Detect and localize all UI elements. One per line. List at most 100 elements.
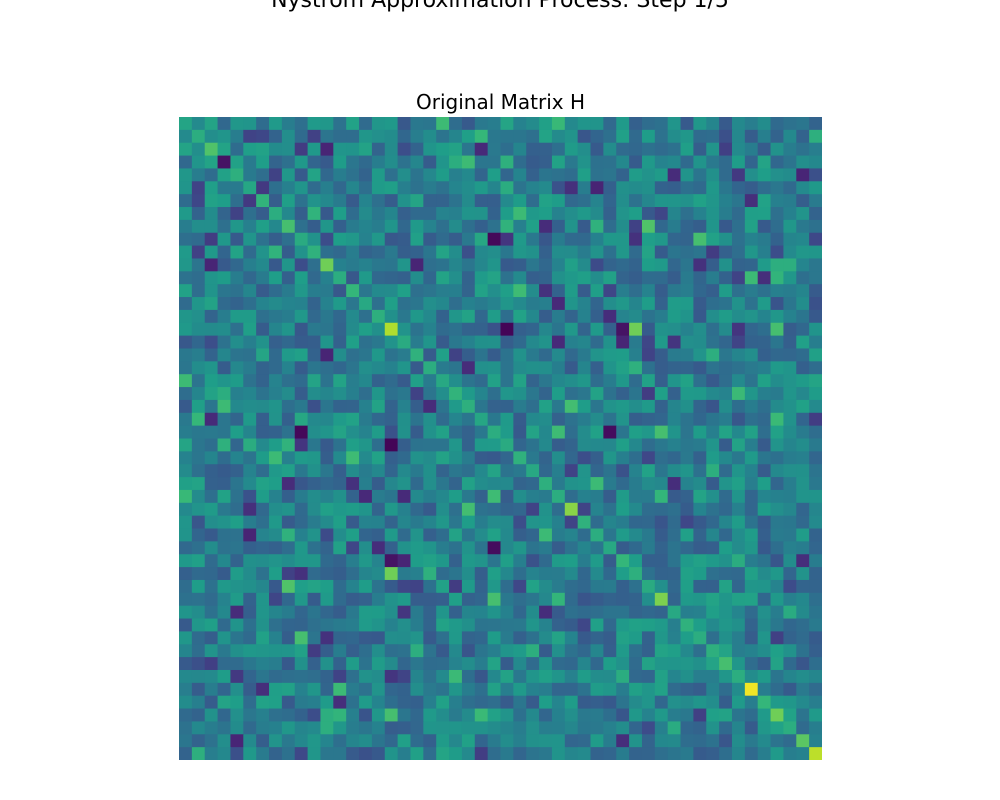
heatmap-cell — [397, 605, 412, 620]
heatmap-cell — [513, 361, 527, 375]
heatmap-cell — [307, 515, 322, 530]
heatmap-cell — [487, 592, 502, 607]
heatmap-cell — [436, 142, 450, 157]
heatmap-cell — [500, 399, 514, 414]
heatmap-cell — [667, 502, 682, 517]
heatmap-cell — [706, 361, 720, 375]
heatmap-cell — [269, 168, 283, 182]
heatmap-cell — [487, 451, 502, 465]
heatmap-cell — [397, 464, 412, 478]
heatmap-cell — [217, 695, 232, 710]
heatmap-cell — [603, 361, 617, 375]
heatmap-cell — [783, 734, 797, 748]
heatmap-cell — [269, 644, 283, 658]
heatmap-cell — [744, 464, 759, 478]
heatmap-cell — [770, 207, 785, 221]
heatmap-cell — [719, 348, 733, 362]
heatmap-cell — [487, 284, 502, 298]
heatmap-cell — [706, 567, 720, 581]
heatmap-cell — [526, 451, 540, 465]
heatmap-cell — [320, 387, 334, 401]
heatmap-cell — [371, 592, 386, 607]
heatmap-cell — [667, 309, 682, 324]
heatmap-cell — [539, 309, 553, 324]
heatmap-cell — [359, 348, 373, 362]
heatmap-cell — [551, 232, 566, 247]
heatmap-cell — [461, 181, 476, 195]
heatmap-cell — [809, 412, 822, 427]
heatmap-cell — [191, 541, 206, 555]
heatmap-cell — [564, 734, 579, 748]
heatmap-cell — [359, 219, 373, 234]
heatmap-cell — [320, 374, 334, 388]
heatmap-cell — [693, 258, 707, 272]
heatmap-cell — [371, 284, 386, 298]
heatmap-cell — [320, 477, 334, 491]
heatmap-cell — [783, 387, 797, 401]
heatmap-cell — [757, 322, 772, 337]
heatmap-cell — [770, 284, 785, 298]
heatmap-cell — [680, 219, 694, 234]
heatmap-cell — [539, 669, 553, 684]
heatmap-cell — [230, 605, 244, 620]
heatmap-cell — [204, 451, 219, 465]
heatmap-cell — [487, 232, 502, 247]
heatmap-cell — [654, 348, 669, 362]
heatmap-cell — [577, 631, 592, 645]
heatmap-cell — [770, 425, 785, 440]
heatmap-cell — [616, 657, 630, 671]
heatmap-cell — [256, 399, 270, 414]
heatmap-cell — [590, 297, 604, 311]
heatmap-cell — [783, 399, 797, 414]
heatmap-cell — [719, 232, 733, 247]
heatmap-cell — [731, 747, 746, 760]
heatmap-cell — [564, 425, 579, 440]
heatmap-cell — [500, 451, 514, 465]
heatmap-cell — [333, 258, 347, 272]
heatmap-cell — [513, 669, 527, 684]
heatmap-cell — [179, 245, 193, 260]
heatmap-cell — [539, 554, 553, 568]
heatmap-cell — [333, 168, 347, 182]
heatmap-cell — [191, 618, 206, 632]
heatmap-cell — [590, 194, 604, 208]
heatmap-cell — [359, 528, 373, 542]
heatmap-cell — [243, 117, 257, 131]
heatmap-cell — [281, 541, 296, 555]
heatmap-cell — [243, 721, 257, 735]
heatmap-cell — [359, 412, 373, 427]
heatmap-cell — [333, 644, 347, 658]
heatmap-cell — [204, 657, 219, 671]
heatmap-cell — [436, 322, 450, 337]
heatmap-cell — [256, 541, 270, 555]
heatmap-cell — [474, 438, 489, 452]
heatmap-cell — [706, 399, 720, 414]
heatmap-cell — [719, 605, 733, 620]
heatmap-cell — [410, 194, 424, 208]
heatmap-cell — [526, 284, 540, 298]
heatmap-cell — [191, 271, 206, 285]
heatmap-cell — [796, 129, 810, 144]
heatmap-cell — [191, 232, 206, 247]
heatmap-cell — [809, 374, 822, 388]
heatmap-cell — [719, 618, 733, 632]
heatmap-cell — [641, 489, 656, 504]
heatmap-cell — [243, 322, 257, 337]
heatmap-cell — [307, 309, 322, 324]
heatmap-cell — [359, 284, 373, 298]
heatmap-cell — [333, 515, 347, 530]
heatmap-cell — [706, 579, 720, 594]
heatmap-cell — [526, 181, 540, 195]
heatmap-cell — [436, 374, 450, 388]
heatmap-cell — [179, 142, 193, 157]
heatmap-cell — [436, 554, 450, 568]
heatmap-cell — [719, 541, 733, 555]
heatmap-cell — [513, 528, 527, 542]
heatmap-cell — [500, 117, 514, 131]
heatmap-cell — [693, 554, 707, 568]
heatmap-cell — [307, 451, 322, 465]
heatmap-cell — [731, 399, 746, 414]
heatmap-cell — [320, 168, 334, 182]
heatmap-cell — [371, 708, 386, 723]
heatmap-cell — [179, 374, 193, 388]
